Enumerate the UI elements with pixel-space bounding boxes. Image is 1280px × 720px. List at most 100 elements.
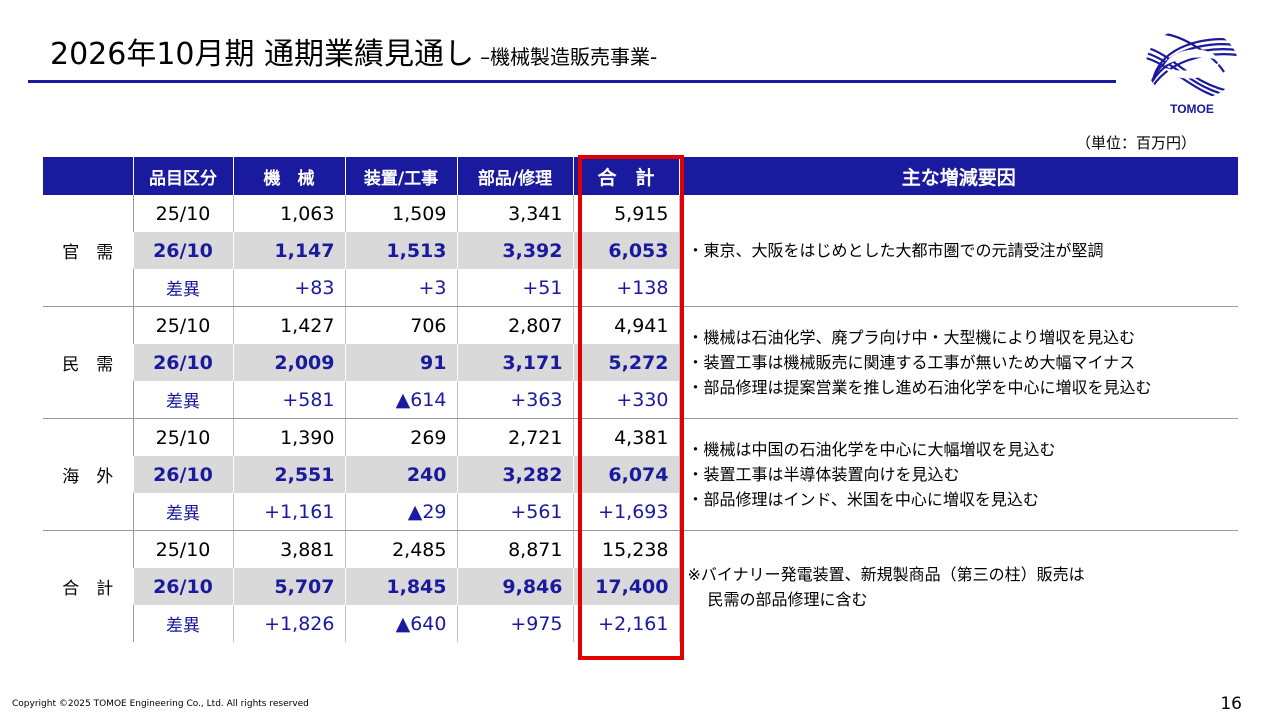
equipment-cell: +3 [344, 269, 457, 307]
total-cell: +138 [572, 269, 679, 307]
period-cell: 差異 [132, 269, 233, 307]
tomoe-logo-icon [1146, 32, 1238, 100]
parts-cell: 3,392 [456, 232, 573, 269]
period-cell: 差異 [132, 605, 233, 642]
table-row: 合 計 25/10 3,881 2,485 8,871 15,238 ※バイナリ… [43, 530, 1238, 642]
equipment-cell: ▲640 [344, 605, 457, 642]
period-cell: 差異 [132, 381, 233, 419]
total-cell: +2,161 [572, 605, 679, 642]
period-cell: 25/10 [132, 418, 233, 456]
parts-cell: 2,721 [456, 418, 573, 456]
page-title: 2026年10月期 通期業績見通し –機械製造販売事業- [50, 30, 657, 80]
period-cell: 25/10 [132, 195, 233, 232]
machine-cell: +581 [232, 381, 345, 419]
forecast-table: 品目区分 機 械 装置/工事 部品/修理 合 計 主な増減要因 官 需 25/1… [43, 157, 1238, 642]
factor-notes: ・機械は中国の石油化学を中心に大幅増収を見込む ・装置工事は半導体装置向けを見込… [678, 418, 1238, 531]
header-factors: 主な増減要因 [678, 157, 1238, 195]
parts-cell: +51 [456, 269, 573, 307]
parts-cell: 9,846 [456, 568, 573, 605]
machine-cell: 3,881 [232, 530, 345, 568]
header-machine: 機 械 [232, 157, 345, 195]
equipment-cell: 240 [344, 456, 457, 493]
unit-label: （単位：百万円） [1075, 134, 1196, 152]
machine-cell: 1,427 [232, 306, 345, 344]
equipment-cell: ▲29 [344, 493, 457, 531]
total-cell: +1,693 [572, 493, 679, 531]
note-line: ・東京、大阪をはじめとした大都市圏での元請受注が堅調 [687, 241, 1104, 260]
equipment-cell: 1,509 [344, 195, 457, 232]
logo-text: TOMOE [1170, 102, 1214, 116]
table-header-row: 品目区分 機 械 装置/工事 部品/修理 合 計 主な増減要因 [43, 157, 1238, 195]
parts-cell: +561 [456, 493, 573, 531]
parts-cell: 3,341 [456, 195, 573, 232]
equipment-cell: 269 [344, 418, 457, 456]
note-line: 民需の部品修理に含む [707, 589, 868, 609]
group-label: 海 外 [43, 418, 133, 531]
header-parts: 部品/修理 [456, 157, 573, 195]
table-row: 差異 +581 ▲614 +363 +330 [43, 381, 1238, 419]
factor-notes: ※バイナリー発電装置、新規製商品（第三の柱）販売は 民需の部品修理に含む [678, 530, 1238, 642]
group-label: 合 計 [62, 579, 114, 599]
equipment-cell: 1,513 [344, 232, 457, 269]
header-equipment: 装置/工事 [344, 157, 457, 195]
machine-cell: 1,390 [232, 418, 345, 456]
total-cell: 15,238 [572, 530, 679, 568]
equipment-cell: ▲614 [344, 381, 457, 419]
total-cell: 5,915 [572, 195, 679, 232]
table-row: 民 需 25/10 1,427 706 2,807 4,941 ・機械は石油化学… [43, 306, 1238, 419]
copyright: Copyright ©2025 TOMOE Engineering Co., L… [12, 699, 309, 709]
parts-cell: +975 [456, 605, 573, 642]
note-line: ・機械は石油化学、廃プラ向け中・大型機により増収を見込む [687, 328, 1136, 347]
title-subtitle: –機械製造販売事業- [480, 45, 658, 69]
parts-cell: 2,807 [456, 306, 573, 344]
table-row: 26/10 5,707 1,845 9,846 17,400 [43, 568, 1238, 605]
total-cell: +330 [572, 381, 679, 419]
equipment-cell: 706 [344, 306, 457, 344]
note-line: ・装置工事は半導体装置向けを見込む [687, 465, 960, 484]
page-number: 16 [1220, 694, 1242, 714]
machine-cell: 5,707 [232, 568, 345, 605]
title-underline [28, 80, 1116, 83]
period-cell: 26/10 [132, 344, 233, 381]
machine-cell: 2,551 [232, 456, 345, 493]
table-row: 差異 +1,161 ▲29 +561 +1,693 [43, 493, 1238, 531]
machine-cell: +1,161 [232, 493, 345, 531]
table-row: 26/10 1,147 1,513 3,392 6,053 [43, 232, 1238, 269]
note-line: ・機械は中国の石油化学を中心に大幅増収を見込む [687, 440, 1056, 459]
machine-cell: 1,063 [232, 195, 345, 232]
note-line: ※バイナリー発電装置、新規製商品（第三の柱）販売は [687, 564, 1085, 584]
period-cell: 26/10 [132, 456, 233, 493]
title-main: 2026年10月期 通期業績見通し [50, 37, 475, 72]
equipment-cell: 91 [344, 344, 457, 381]
factor-notes: ・東京、大阪をはじめとした大都市圏での元請受注が堅調 [678, 195, 1238, 307]
machine-cell: +83 [232, 269, 345, 307]
total-cell: 6,074 [572, 456, 679, 493]
equipment-cell: 1,845 [344, 568, 457, 605]
total-cell: 4,381 [572, 418, 679, 456]
parts-cell: 8,871 [456, 530, 573, 568]
parts-cell: 3,282 [456, 456, 573, 493]
table-row: 海 外 25/10 1,390 269 2,721 4,381 ・機械は中国の石… [43, 418, 1238, 531]
table-row: 差異 +1,826 ▲640 +975 +2,161 [43, 605, 1238, 642]
note-line: ・部品修理は提案営業を推し進め石油化学を中心に増収を見込む [687, 378, 1152, 397]
header-total: 合 計 [572, 157, 679, 195]
period-cell: 26/10 [132, 568, 233, 605]
period-cell: 25/10 [132, 530, 233, 568]
equipment-cell: 2,485 [344, 530, 457, 568]
note-line: ・部品修理はインド、米国を中心に増収を見込む [687, 490, 1039, 509]
machine-cell: +1,826 [232, 605, 345, 642]
header-category: 品目区分 [132, 157, 233, 195]
period-cell: 26/10 [132, 232, 233, 269]
total-cell: 4,941 [572, 306, 679, 344]
period-cell: 差異 [132, 493, 233, 531]
table-row: 26/10 2,551 240 3,282 6,074 [43, 456, 1238, 493]
header-blank [43, 157, 133, 195]
group-label: 官 需 [43, 195, 133, 307]
table-row: 官 需 25/10 1,063 1,509 3,341 5,915 ・東京、大阪… [43, 195, 1238, 307]
machine-cell: 1,147 [232, 232, 345, 269]
note-line: ・装置工事は機械販売に関連する工事が無いため大幅マイナス [687, 353, 1136, 372]
parts-cell: +363 [456, 381, 573, 419]
machine-cell: 2,009 [232, 344, 345, 381]
total-cell: 17,400 [572, 568, 679, 605]
total-cell: 5,272 [572, 344, 679, 381]
